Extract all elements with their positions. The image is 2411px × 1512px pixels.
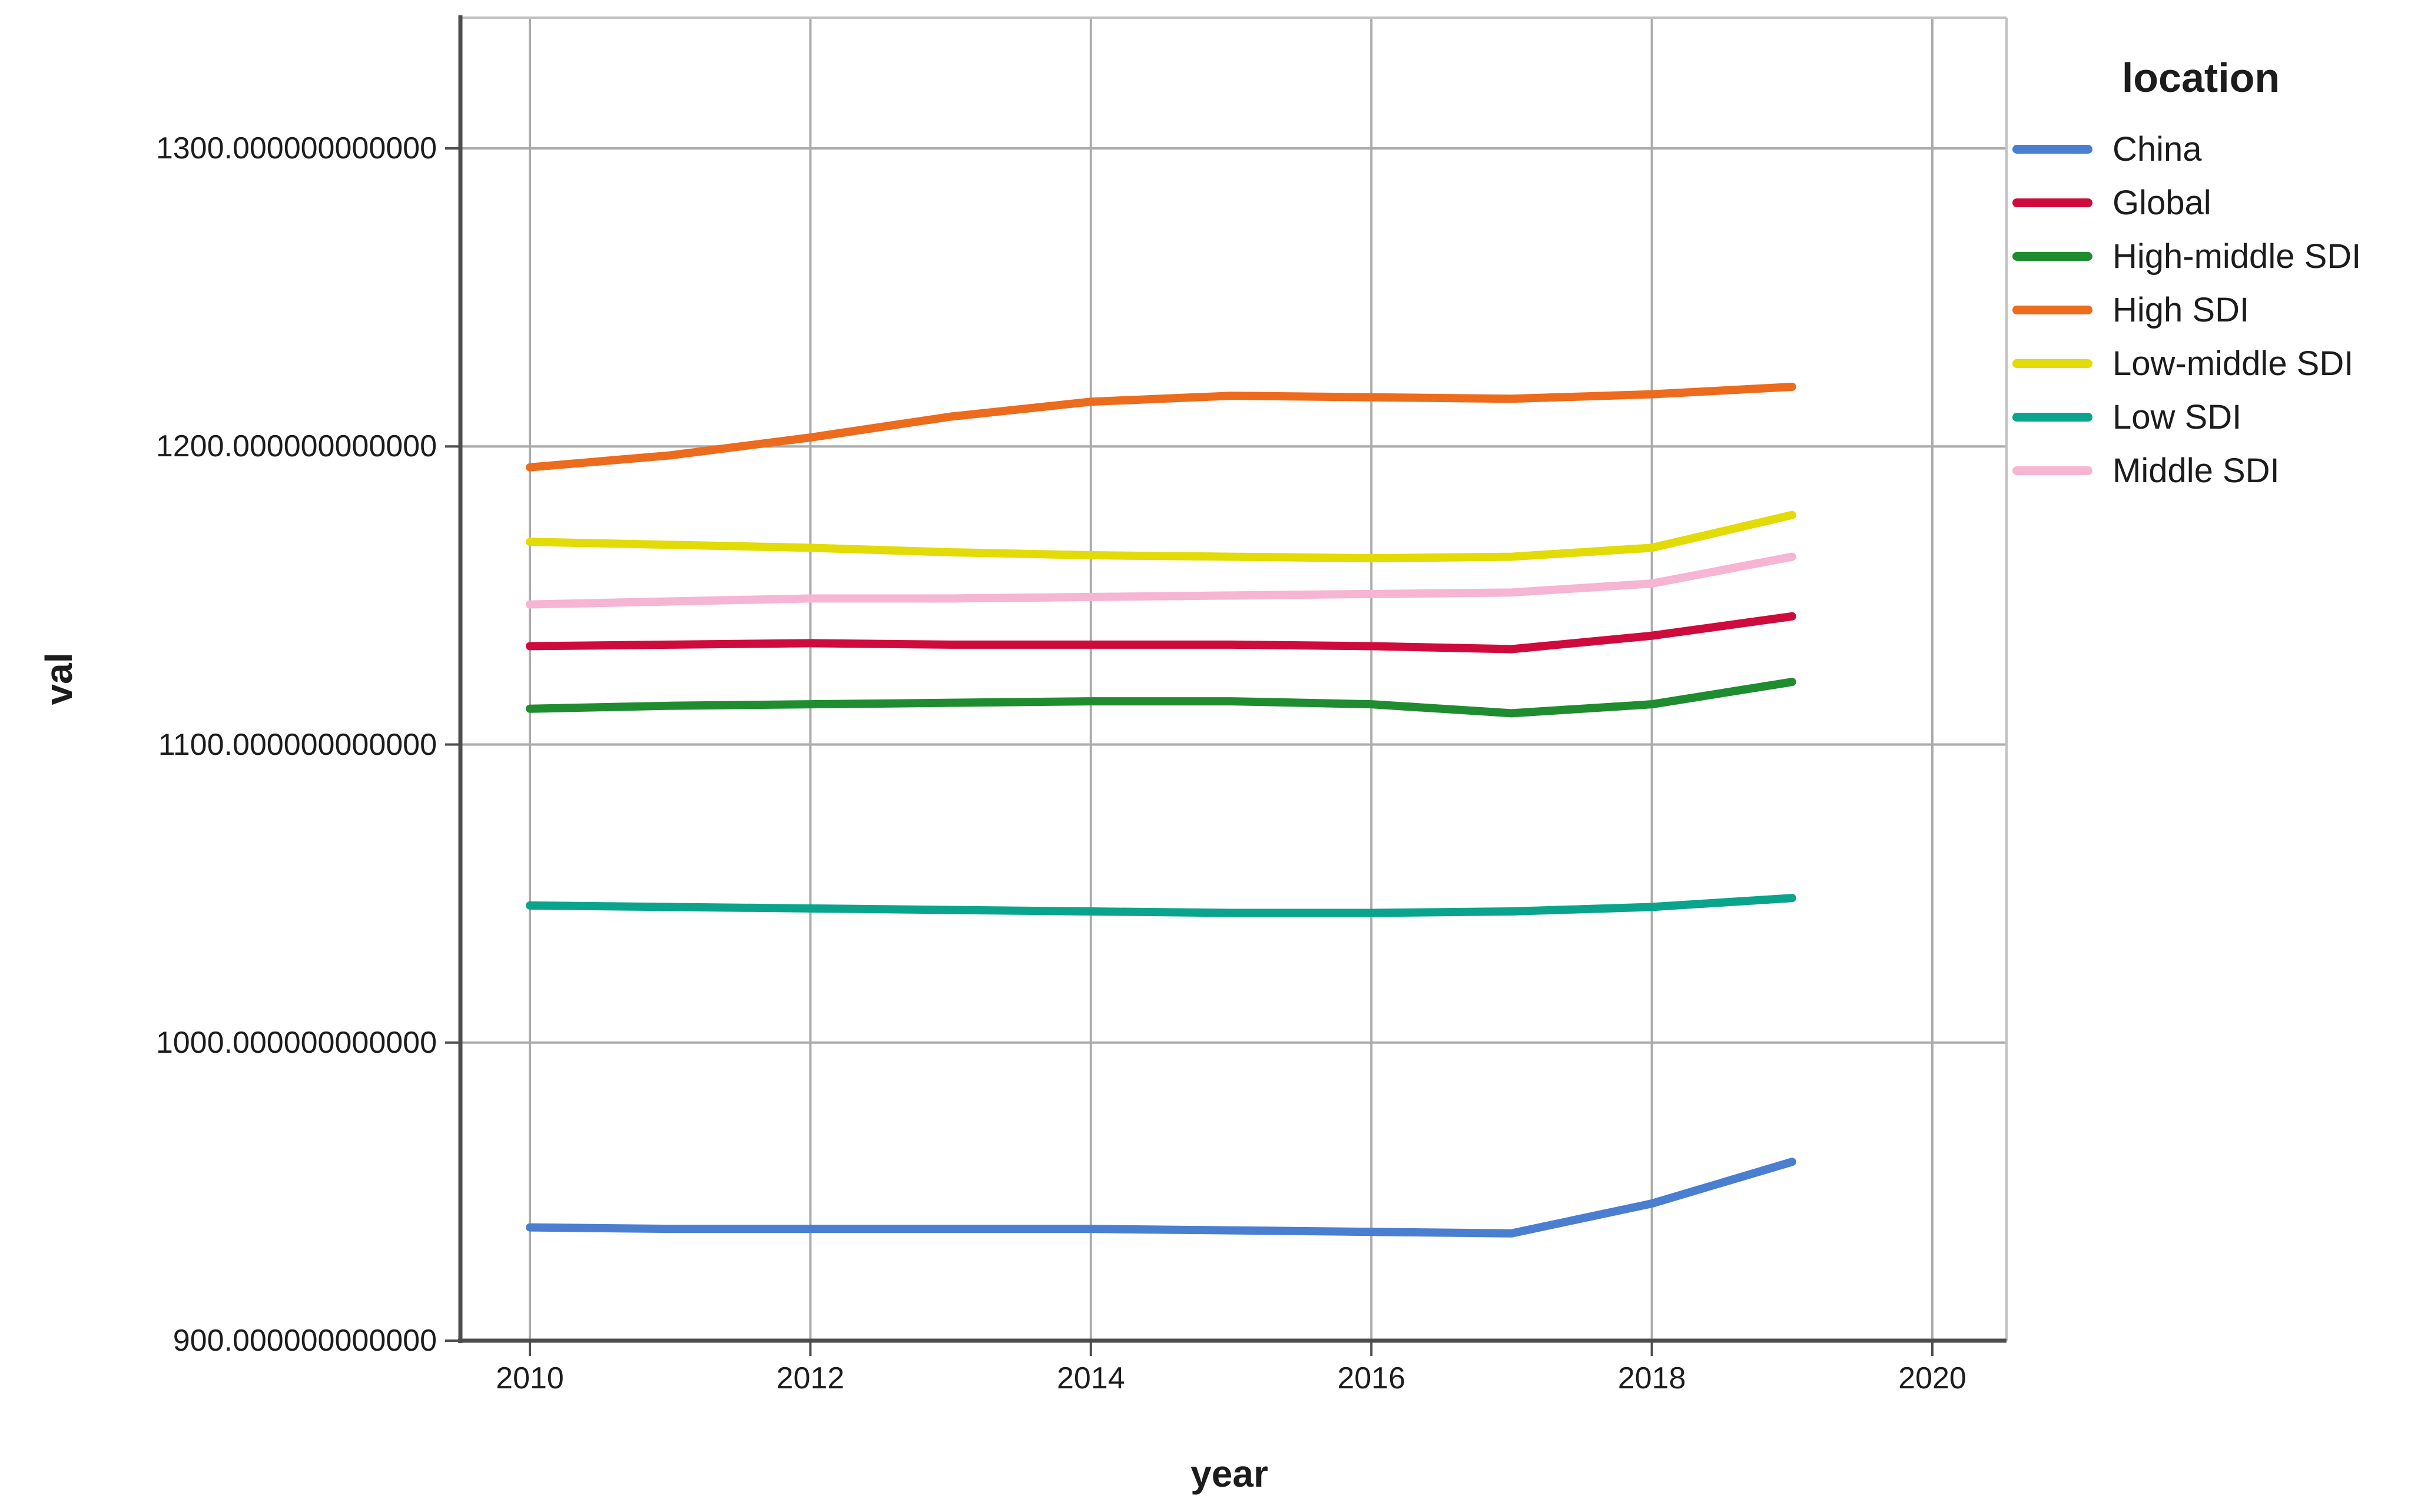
x-tick-label: 2014 [1056,1361,1125,1395]
y-tick-label: 1200.000000000000 [155,429,437,464]
legend-label: High-middle SDI [2112,237,2362,276]
legend-swatch [2012,413,2092,422]
legend-label: Low-middle SDI [2112,344,2354,383]
legend-item: High-middle SDI [2012,230,2411,283]
legend-swatch [2012,466,2092,475]
series-line-low-middle-sdi [526,510,1796,563]
series-line-high-sdi [526,383,1796,472]
legend: location China Global High-middle SDI High … [2012,54,2411,498]
y-tick-label: 1100.000000000000 [158,727,437,762]
legend-label: China [2112,130,2202,168]
legend-swatch [2012,198,2092,207]
legend-item: High SDI [2012,283,2411,337]
y-tick-label: 900.000000000000 [173,1324,437,1358]
legend-swatch [2012,359,2092,368]
legend-swatch [2012,145,2092,154]
legend-item: Middle SDI [2012,444,2411,498]
legend-item: Low-middle SDI [2012,337,2411,390]
series-line-high-middle-sdi [526,678,1796,718]
legend-item: Global [2012,176,2411,230]
legend-item: China [2012,122,2411,176]
x-axis-title: year [1190,1453,1268,1495]
series-line-middle-sdi [526,552,1796,609]
legend-swatch [2012,306,2092,314]
y-tick-label: 1300.000000000000 [155,131,437,165]
x-tick-label: 2016 [1337,1361,1406,1395]
legend-label: Low SDI [2112,397,2242,436]
legend-items: China Global High-middle SDI High SDI Low-mi… [2012,122,2411,498]
x-tick-label: 2020 [1898,1361,1966,1395]
series-line-china [526,1158,1796,1238]
y-tick-label: 1000.000000000000 [155,1025,437,1060]
legend-swatch [2012,252,2092,261]
legend-label: High SDI [2112,290,2250,329]
x-tick-label: 2018 [1617,1361,1686,1395]
x-tick-label: 2010 [496,1361,564,1395]
legend-label: Global [2112,183,2211,222]
legend-item: Low SDI [2012,390,2411,444]
legend-label: Middle SDI [2112,451,2280,490]
series-line-global [526,612,1796,654]
legend-title: location [2121,55,2280,101]
series-line-low-sdi [526,894,1796,917]
x-tick-label: 2012 [776,1361,845,1395]
